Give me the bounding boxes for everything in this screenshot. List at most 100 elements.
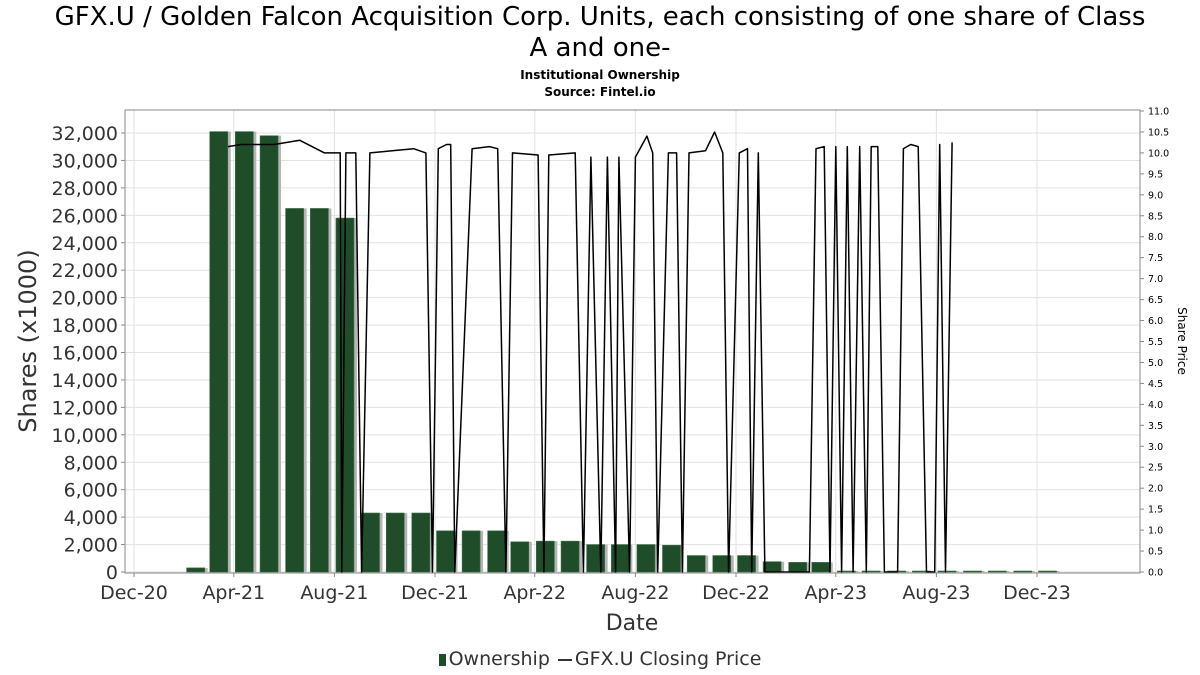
y-tick-label: 22,000 bbox=[52, 260, 118, 282]
x-tick-label: Dec-23 bbox=[1003, 582, 1071, 604]
ownership-bar bbox=[712, 555, 732, 573]
y-tick-label: 16,000 bbox=[52, 343, 118, 365]
ownership-swatch bbox=[438, 653, 446, 666]
y2-tick-label: 7.0 bbox=[1148, 274, 1163, 285]
y2-tick-label: 10.0 bbox=[1148, 148, 1169, 159]
ownership-bar bbox=[937, 570, 957, 573]
ownership-bar bbox=[259, 135, 279, 573]
ownership-bar bbox=[560, 540, 580, 573]
y-tick-label: 26,000 bbox=[52, 205, 118, 227]
ownership-bar bbox=[510, 541, 530, 573]
ownership-bar bbox=[1038, 570, 1057, 573]
y-tick-label: 2,000 bbox=[64, 535, 118, 557]
y2-tick-label: 7.5 bbox=[1148, 253, 1163, 264]
y2-tick-label: 10.5 bbox=[1148, 127, 1169, 138]
y2-tick-label: 6.5 bbox=[1148, 295, 1163, 306]
y-tick-label: 20,000 bbox=[52, 288, 118, 310]
x-tick-label: Dec-21 bbox=[401, 582, 469, 604]
y2-tick-label: 2.5 bbox=[1148, 463, 1163, 474]
y-tick-label: 24,000 bbox=[52, 233, 118, 255]
y2-tick-label: 11.0 bbox=[1148, 107, 1169, 118]
chart-source: Source: Fintel.io bbox=[544, 85, 656, 99]
x-axis-ticks: Dec-20 Apr-21 Aug-21 Dec-21 Apr-22 Aug-22 Dec-… bbox=[100, 573, 1071, 604]
y2-tick-label: 4.5 bbox=[1148, 379, 1163, 390]
ownership-bar bbox=[586, 544, 605, 573]
y2-tick-label: 4.0 bbox=[1148, 400, 1163, 411]
y-tick-label: 4,000 bbox=[64, 507, 118, 529]
ownership-bar bbox=[861, 570, 881, 573]
ownership-bars bbox=[186, 131, 1060, 573]
x-tick-label: Dec-22 bbox=[702, 582, 770, 604]
ownership-bar bbox=[310, 208, 329, 573]
x-tick-label: Apr-23 bbox=[804, 582, 867, 604]
y2-tick-label: 5.5 bbox=[1148, 337, 1163, 348]
ownership-bar bbox=[487, 530, 506, 573]
y2-tick-label: 0.0 bbox=[1148, 568, 1163, 579]
legend-ownership: Ownership bbox=[438, 648, 550, 670]
chart-title-line-1: GFX.U / Golden Falcon Acquisition Corp. … bbox=[54, 2, 1146, 32]
x-tick-label: Apr-21 bbox=[202, 582, 265, 604]
y2-tick-label: 1.0 bbox=[1148, 526, 1163, 537]
y-axis-label: Shares (x1000) bbox=[14, 249, 42, 432]
y2-tick-label: 1.5 bbox=[1148, 505, 1163, 516]
y-tick-label: 14,000 bbox=[52, 370, 118, 392]
x-tick-label: Dec-20 bbox=[100, 582, 168, 604]
x-tick-label: Aug-23 bbox=[902, 582, 970, 604]
legend-price: GFX.U Closing Price bbox=[554, 648, 762, 670]
y2-tick-label: 9.0 bbox=[1148, 190, 1163, 201]
ownership-bar bbox=[837, 570, 856, 573]
ownership-bar bbox=[788, 562, 807, 573]
ownership-bar bbox=[636, 544, 656, 573]
y2-tick-label: 9.5 bbox=[1148, 169, 1163, 180]
ownership-bar bbox=[611, 544, 630, 573]
y2-tick-label: 2.0 bbox=[1148, 484, 1163, 495]
x-axis-label: Date bbox=[606, 611, 659, 636]
y-tick-label: 32,000 bbox=[52, 123, 118, 145]
legend-price-label: GFX.U Closing Price bbox=[574, 648, 762, 670]
ownership-bar bbox=[536, 540, 555, 573]
y2-tick-label: 6.0 bbox=[1148, 316, 1163, 327]
y-tick-label: 8,000 bbox=[64, 452, 118, 474]
price-swatch bbox=[557, 658, 572, 661]
ownership-bar bbox=[963, 570, 982, 573]
y2-axis-ticks: 0.0 0.5 1.0 1.5 2.0 2.5 3.0 3.5 4.0 4.5 5.0 5.5 6.0 6… bbox=[1140, 107, 1169, 579]
ownership-bar bbox=[1013, 570, 1033, 573]
chart-title-line-2: A and one- bbox=[529, 33, 671, 63]
ownership-bar bbox=[662, 544, 681, 573]
ownership-bar bbox=[811, 562, 831, 573]
ownership-bar bbox=[987, 570, 1007, 573]
ownership-bar bbox=[411, 512, 431, 573]
x-tick-label: Aug-22 bbox=[601, 582, 669, 604]
y-tick-label: 18,000 bbox=[52, 315, 118, 337]
y2-tick-label: 8.5 bbox=[1148, 211, 1163, 222]
ownership-bar bbox=[235, 131, 254, 573]
ownership-bar bbox=[461, 530, 481, 573]
ownership-bar bbox=[285, 208, 304, 573]
y2-tick-label: 5.0 bbox=[1148, 358, 1163, 369]
y2-tick-label: 3.0 bbox=[1148, 442, 1163, 453]
chart-subtitle: Institutional Ownership bbox=[520, 68, 680, 82]
y-tick-label: 6,000 bbox=[64, 480, 118, 502]
chart-legend: Ownership GFX.U Closing Price bbox=[0, 648, 1200, 670]
y2-tick-label: 3.5 bbox=[1148, 421, 1163, 432]
legend-ownership-label: Ownership bbox=[448, 648, 550, 670]
ownership-bar bbox=[436, 530, 455, 573]
ownership-bar bbox=[762, 561, 782, 573]
y2-axis-label: Share Price bbox=[1175, 307, 1189, 375]
ownership-bar bbox=[209, 131, 229, 573]
y-tick-label: 30,000 bbox=[52, 150, 118, 172]
price-line bbox=[227, 131, 953, 573]
y-tick-label: 12,000 bbox=[52, 397, 118, 419]
ownership-bar bbox=[385, 512, 405, 573]
x-tick-label: Apr-22 bbox=[503, 582, 566, 604]
ownership-bar bbox=[737, 555, 756, 573]
y-tick-label: 0 bbox=[106, 562, 118, 584]
y2-tick-label: 0.5 bbox=[1148, 547, 1163, 558]
price-line-layer bbox=[227, 131, 953, 573]
ownership-bar bbox=[686, 555, 706, 573]
ownership-bar bbox=[186, 567, 205, 573]
y-tick-label: 10,000 bbox=[52, 425, 118, 447]
ownership-bar bbox=[361, 512, 380, 573]
x-tick-label: Aug-21 bbox=[300, 582, 368, 604]
